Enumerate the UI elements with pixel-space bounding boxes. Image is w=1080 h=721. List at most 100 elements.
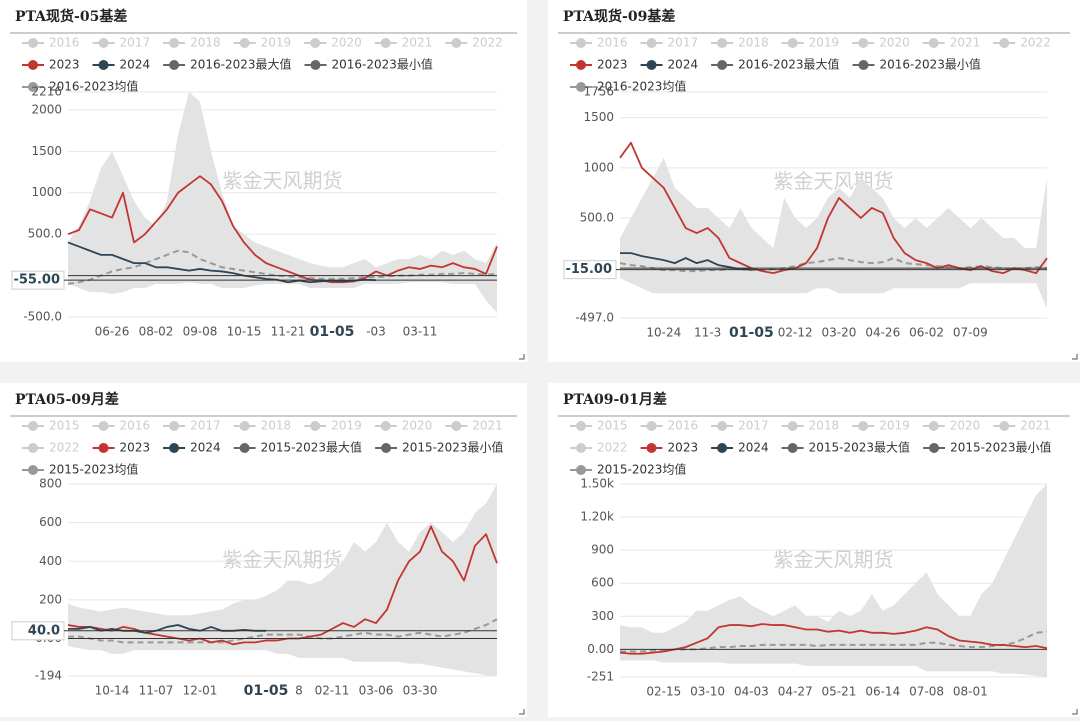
series-line: [67, 175, 498, 284]
legend-item: 2022: [445, 36, 503, 50]
y-tick-label: 1500: [583, 110, 614, 124]
x-tick-label: 12-01: [183, 684, 218, 698]
legend-symbol: [858, 38, 869, 48]
legend-symbol: [576, 38, 586, 48]
x-tick-label: 05-21: [822, 685, 857, 699]
range-area: [68, 92, 497, 276]
range-area: [68, 638, 497, 676]
value-marker-label: 40.0: [28, 623, 60, 638]
legend-item: 2017: [711, 419, 769, 433]
legend-symbol: [169, 60, 180, 70]
legend-label: 2019: [879, 419, 910, 433]
legend-symbol: [380, 421, 391, 431]
legend-label: 2018: [738, 36, 769, 50]
y-tick-label: -497.0: [575, 311, 614, 325]
legend-symbol: [928, 38, 939, 48]
panel-bg: [548, 0, 1080, 362]
legend-label: 2016-2023均值: [597, 79, 686, 94]
legend-label: 2020: [331, 36, 362, 50]
mean-line: [619, 257, 1048, 273]
legend-symbol: [239, 421, 250, 431]
x-tick-label: 08-01: [953, 685, 988, 699]
range-area: [68, 275, 497, 313]
legend-item: 2019: [852, 419, 910, 433]
series-line: [620, 252, 752, 271]
x-tick-label: 03-11: [403, 325, 438, 339]
series-line: [619, 623, 1048, 655]
legend-item: 2022: [570, 441, 628, 455]
x-tick-label: 11-07: [139, 684, 174, 698]
legend-symbol: [310, 421, 321, 431]
corner-mark: [1072, 354, 1078, 360]
legend-item: 2016-2023最小值: [304, 57, 433, 72]
legend-symbol: [576, 82, 586, 92]
x-tick-label: 06-14: [865, 685, 900, 699]
chart-panel: PTA05-09月差 2015 2016 2017 2018 2019 2020 2021 20…: [0, 383, 527, 717]
legend-item: 2018: [781, 419, 839, 433]
legend-item: 2018: [711, 36, 769, 50]
x-tick-label: 06-02: [909, 326, 944, 340]
panel-bg: [0, 0, 527, 362]
legend-item: 2015-2023均值: [22, 462, 138, 477]
y-tick-label: 1000: [31, 185, 62, 199]
x-tick-label: 10-14: [95, 684, 130, 698]
legend-symbol: [28, 465, 38, 475]
legend-label: 2016-2023均值: [49, 79, 138, 94]
legend-symbol: [98, 38, 109, 48]
y-tick-label: 1000: [583, 160, 614, 174]
legend-item: 2021: [445, 419, 503, 433]
x-tick-label: 06-26: [95, 325, 130, 339]
x-tick-label: 03-10: [690, 685, 725, 699]
x-tick-label: 02-15: [646, 685, 681, 699]
chart-panel: PTA现货-09基差 2016 2017 2018 2019 2020 2021 2022 20…: [548, 0, 1080, 362]
x-tick-label: 10-24: [646, 326, 681, 340]
legend-label: 2015: [597, 419, 628, 433]
legend-item: 2015: [570, 419, 628, 433]
value-marker-label: -15.00: [565, 262, 612, 277]
legend-label: 2015-2023最大值: [261, 440, 362, 455]
legend-label: 2017: [668, 36, 699, 50]
series-line: [67, 241, 377, 284]
x-tick-label: 03-06: [359, 684, 394, 698]
y-tick-label: 2216: [31, 85, 62, 99]
legend-symbol: [999, 38, 1010, 48]
corner-mark: [519, 354, 525, 360]
x-tick-label: 02-11: [315, 684, 350, 698]
legend-item: 2021: [374, 36, 432, 50]
legend-item: 2020: [852, 36, 910, 50]
legend-symbol: [239, 443, 250, 453]
x-tick-label: 10-15: [227, 325, 262, 339]
x-tick-label: 03-30: [403, 684, 438, 698]
legend-symbol: [28, 60, 38, 70]
y-tick-label: 600: [39, 515, 62, 529]
legend-symbol: [576, 421, 586, 431]
legend-symbol: [999, 421, 1010, 431]
legend-symbol: [576, 443, 586, 453]
y-tick-label: 1.50k: [580, 477, 614, 491]
legend-label: 2024: [668, 58, 699, 72]
legend-item: 2023: [570, 58, 628, 72]
chart-title: PTA现货-05基差: [15, 8, 127, 25]
legend-symbol: [646, 38, 657, 48]
legend-label: 2022: [1020, 36, 1051, 50]
mean-line: [68, 618, 498, 644]
watermark: 紫金天风期货: [223, 547, 343, 571]
legend-item: 2023: [22, 58, 80, 72]
x-tick-label: 01-05: [244, 683, 289, 699]
legend-symbol: [576, 465, 586, 475]
y-tick-label: 2000: [31, 102, 62, 116]
legend-item: 2019: [781, 36, 840, 50]
y-tick-label: 900: [591, 543, 614, 557]
legend-item: 2024: [163, 441, 221, 455]
legend-item: 2016: [92, 419, 150, 433]
legend-label: 2019: [809, 36, 840, 50]
legend-item: 2016-2023最小值: [852, 57, 981, 72]
legend-label: 2018: [190, 36, 221, 50]
legend-item: 2016-2023最大值: [711, 57, 840, 72]
legend-label: 2016-2023最大值: [738, 57, 839, 72]
legend-item: 2021: [993, 419, 1051, 433]
legend-symbol: [787, 443, 798, 453]
legend-item: 2017: [640, 36, 699, 50]
x-tick-label: 01-05: [310, 324, 355, 340]
x-tick-label: 8: [295, 684, 303, 698]
